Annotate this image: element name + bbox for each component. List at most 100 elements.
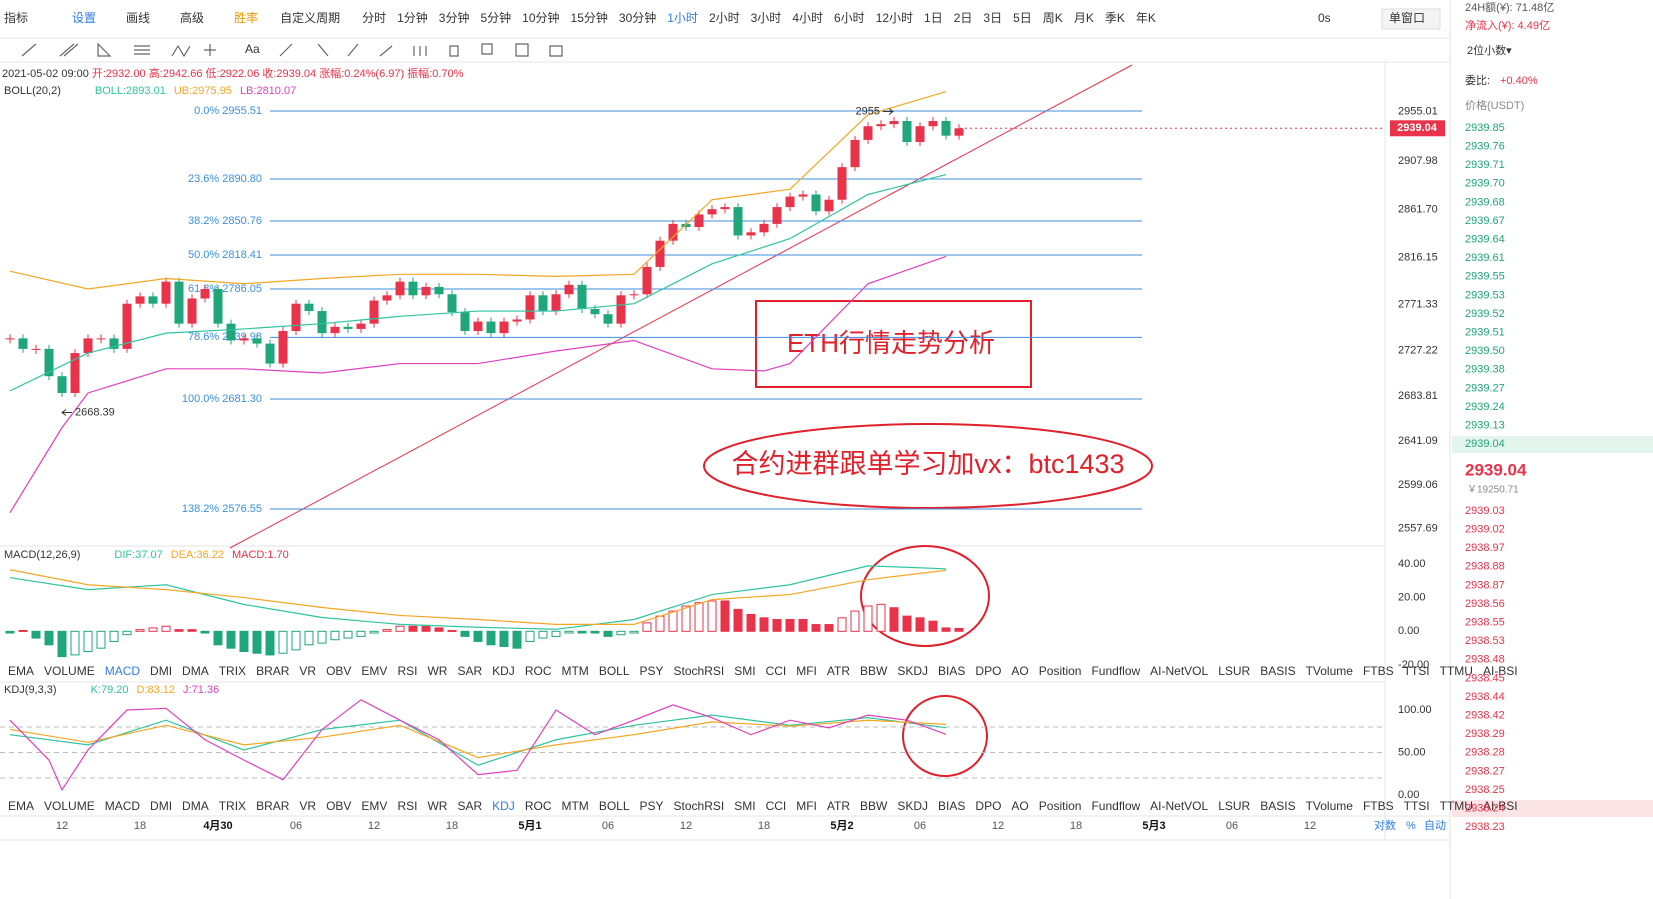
indicator-tab[interactable]: DMI (150, 664, 172, 678)
indicator-tab[interactable]: LSUR (1218, 664, 1250, 678)
indicator-tab[interactable]: StochRSI (674, 664, 725, 678)
indicator-tab[interactable]: Fundflow (1091, 664, 1140, 678)
period-tab[interactable]: 30分钟 (619, 10, 656, 25)
indicator-tab[interactable]: BBW (860, 664, 888, 678)
indicator-tab[interactable]: VOLUME (44, 664, 95, 678)
indicator-tab[interactable]: AI-BSI (1483, 664, 1518, 678)
custom-period[interactable]: 自定义周期 (280, 10, 340, 25)
indicator-tab[interactable]: OBV (326, 799, 351, 813)
indicator-tab[interactable]: SMI (734, 799, 755, 813)
indicator-tab[interactable]: CCI (766, 799, 787, 813)
axis-mode[interactable]: 对数 (1374, 818, 1396, 832)
indicator-tab[interactable]: FTBS (1363, 664, 1394, 678)
period-tab[interactable]: 2小时 (709, 11, 740, 25)
indicator-tab[interactable]: KDJ (492, 799, 515, 813)
indicator-tab[interactable]: TVolume (1306, 664, 1354, 678)
indicator-tab[interactable]: AI-NetVOL (1150, 799, 1208, 813)
indicator-tab[interactable]: VOLUME (44, 799, 95, 813)
indicator-tab[interactable]: BBW (860, 799, 888, 813)
indicator-tab[interactable]: BRAR (256, 664, 290, 678)
period-tab[interactable]: 1日 (924, 11, 943, 25)
indicator-tab[interactable]: EMV (361, 799, 387, 813)
indicator-tab[interactable]: BOLL (599, 799, 630, 813)
indicator-tab[interactable]: RSI (397, 799, 417, 813)
indicator-tab[interactable]: AO (1011, 664, 1028, 678)
period-tab[interactable]: 15分钟 (571, 10, 608, 25)
indicator-tab[interactable]: AO (1011, 799, 1028, 813)
period-tab[interactable]: 年K (1136, 11, 1156, 25)
indicator-tab[interactable]: TRIX (219, 799, 246, 813)
indicator-tab[interactable]: Fundflow (1091, 799, 1140, 813)
indicator-tab[interactable]: BRAR (256, 799, 290, 813)
indicator-tab[interactable]: RSI (397, 664, 417, 678)
indicator-tab[interactable]: TTMU (1440, 664, 1473, 678)
axis-mode[interactable]: % (1406, 820, 1416, 832)
indicator-tab[interactable]: LSUR (1218, 799, 1250, 813)
toolbar-item[interactable]: 设置 (72, 11, 96, 25)
indicator-tab[interactable]: SAR (457, 799, 482, 813)
decimal-select[interactable]: 2位小数▾ (1467, 43, 1512, 57)
indicator-tab[interactable]: DPO (975, 664, 1001, 678)
toolbar-item[interactable]: 单窗口 (1389, 11, 1425, 25)
tool-text[interactable]: Aa (245, 42, 260, 56)
indicator-tab[interactable]: ROC (525, 664, 552, 678)
indicator-tab[interactable]: DPO (975, 799, 1001, 813)
indicator-tab[interactable]: KDJ (492, 664, 515, 678)
indicator-tab[interactable]: Position (1039, 664, 1082, 678)
window-select[interactable] (1381, 8, 1441, 30)
indicator-tab[interactable]: DMI (150, 799, 172, 813)
indicator-tab[interactable]: StochRSI (674, 799, 725, 813)
toolbar-item[interactable]: 胜率 (234, 10, 258, 25)
period-tab[interactable]: 5分钟 (480, 10, 511, 25)
indicator-tab[interactable]: BIAS (938, 799, 965, 813)
indicator-tab[interactable]: VR (299, 664, 316, 678)
axis-mode[interactable]: 自动 (1424, 819, 1446, 832)
period-tab[interactable]: 6小时 (834, 11, 865, 25)
toolbar-item[interactable]: 指标 (4, 10, 28, 25)
indicator-tab[interactable]: BOLL (599, 664, 630, 678)
period-tab[interactable]: 2日 (954, 11, 973, 25)
indicator-tab[interactable]: BASIS (1260, 664, 1295, 678)
drawing-tools[interactable] (21, 42, 563, 58)
period-tab[interactable]: 3小时 (751, 11, 782, 25)
indicator-tab[interactable]: OBV (326, 664, 351, 678)
indicator-tab[interactable]: MACD (105, 799, 141, 813)
period-tab[interactable]: 3日 (983, 11, 1002, 25)
indicator-tab[interactable]: VR (299, 799, 316, 813)
indicator-tab[interactable]: CCI (766, 664, 787, 678)
tool-icons[interactable] (21, 42, 563, 58)
indicator-tab[interactable]: FTBS (1363, 799, 1394, 813)
indicator-tab[interactable]: TTSI (1404, 664, 1430, 678)
period-tab[interactable]: 周K (1043, 11, 1063, 25)
indicator-tab[interactable]: ATR (827, 664, 850, 678)
indicator-tab[interactable]: MFI (796, 799, 817, 813)
indicator-tab[interactable]: AI-NetVOL (1150, 664, 1208, 678)
toolbar-item[interactable]: 高级 (180, 10, 204, 25)
indicator-tab[interactable]: TTSI (1404, 799, 1430, 813)
indicator-tab[interactable]: SMI (734, 664, 755, 678)
indicator-tab[interactable]: TRIX (219, 664, 246, 678)
indicator-tab[interactable]: TTMU (1440, 799, 1473, 813)
indicator-tab[interactable]: WR (427, 664, 447, 678)
indicator-tab[interactable]: MTM (561, 799, 588, 813)
indicator-tab[interactable]: WR (427, 799, 447, 813)
indicator-tab[interactable]: PSY (640, 799, 664, 813)
indicator-tab[interactable]: Position (1039, 799, 1082, 813)
indicator-tab[interactable]: EMA (8, 664, 34, 678)
indicator-tab[interactable]: MTM (561, 664, 588, 678)
period-tab[interactable]: 月K (1074, 11, 1094, 25)
indicator-tab[interactable]: TVolume (1306, 799, 1354, 813)
indicator-tab[interactable]: BASIS (1260, 799, 1295, 813)
period-tab[interactable]: 4小时 (792, 11, 823, 25)
indicator-tab[interactable]: EMV (361, 664, 387, 678)
indicator-tab[interactable]: MACD (105, 664, 141, 678)
indicator-tab[interactable]: ATR (827, 799, 850, 813)
indicator-tab[interactable]: BIAS (938, 664, 965, 678)
period-tab[interactable]: 12小时 (876, 11, 913, 25)
period-tab[interactable]: 5日 (1013, 11, 1032, 25)
indicator-tab[interactable]: SAR (457, 664, 482, 678)
period-tab[interactable]: 10分钟 (522, 10, 559, 25)
indicator-tab[interactable]: DMA (182, 664, 209, 678)
indicator-tab[interactable]: PSY (640, 664, 664, 678)
indicator-tab[interactable]: SKDJ (897, 664, 928, 678)
